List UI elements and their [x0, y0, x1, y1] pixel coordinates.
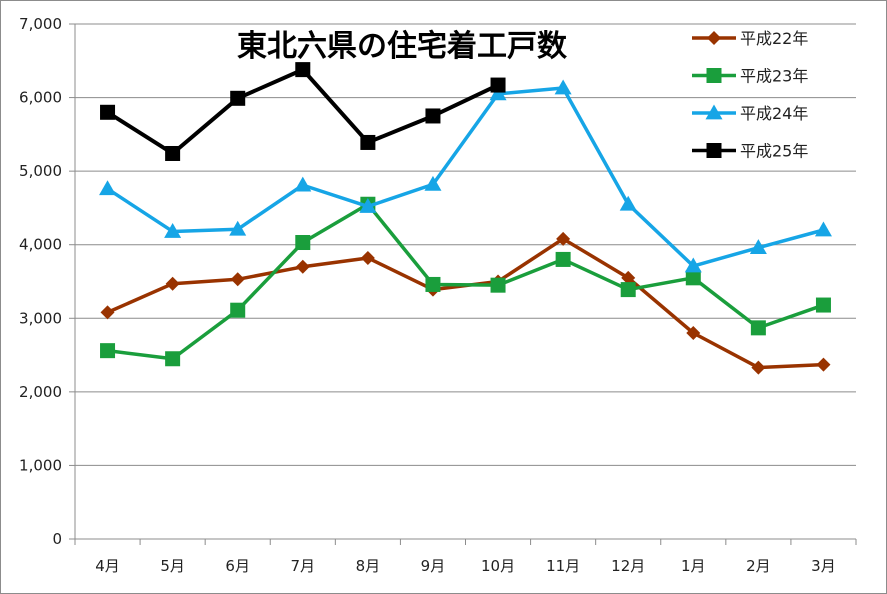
legend-label: 平成22年 — [740, 29, 808, 48]
data-point — [360, 134, 376, 150]
data-point — [100, 343, 116, 359]
legend-marker — [707, 31, 721, 45]
legend-marker — [706, 68, 722, 83]
data-point — [100, 305, 115, 320]
data-point — [99, 180, 117, 196]
y-tick-label: 7,000 — [19, 15, 62, 33]
y-tick-label: 3,000 — [19, 309, 62, 327]
data-point — [620, 282, 636, 298]
data-point — [230, 302, 246, 318]
data-point — [556, 231, 571, 246]
legend-label: 平成24年 — [740, 104, 808, 123]
legend-marker — [706, 143, 722, 158]
y-axis-ticks: 0 1,000 2,000 3,000 4,000 5,000 6,000 7,000 — [19, 15, 75, 548]
data-point — [295, 62, 311, 78]
series-2 — [100, 196, 831, 367]
legend-item: 平成24年 — [692, 104, 808, 123]
data-point — [165, 276, 180, 291]
data-point — [425, 108, 441, 124]
data-point — [295, 259, 310, 274]
data-point — [100, 104, 116, 120]
x-axis-ticks: 4月 5月 6月 7月 8月 9月 10月 11月 12月 1月 2月 3月 — [74, 539, 857, 575]
data-point — [165, 351, 181, 367]
data-point — [686, 326, 701, 340]
x-tick-label: 8月 — [356, 557, 381, 575]
series-group — [99, 62, 832, 375]
data-point — [164, 222, 182, 238]
data-point — [489, 85, 507, 101]
y-tick-label: 2,000 — [19, 383, 62, 401]
legend-label: 平成25年 — [740, 142, 808, 161]
data-point — [814, 221, 832, 237]
x-tick-label: 12月 — [611, 557, 645, 575]
y-tick-label: 6,000 — [19, 89, 62, 107]
x-tick-label: 10月 — [481, 557, 515, 575]
series-1 — [100, 231, 831, 375]
data-point — [750, 320, 766, 336]
legend-item: 平成25年 — [692, 142, 808, 161]
data-point — [229, 220, 247, 236]
x-tick-label: 3月 — [811, 557, 836, 575]
data-point — [619, 195, 637, 211]
x-tick-label: 9月 — [421, 557, 446, 575]
data-point — [751, 360, 766, 375]
chart-title: 東北六県の住宅着工戸数 — [237, 29, 568, 64]
legend-marker — [705, 104, 723, 120]
legend-item: 平成22年 — [692, 29, 808, 48]
data-point — [621, 270, 636, 285]
y-tick-label: 0 — [52, 530, 62, 548]
x-tick-label: 7月 — [291, 557, 316, 575]
data-point — [424, 175, 442, 191]
y-tick-label: 5,000 — [19, 162, 62, 180]
data-point — [230, 272, 245, 287]
x-tick-label: 2月 — [746, 557, 771, 575]
data-point — [230, 90, 246, 106]
data-point — [165, 145, 181, 161]
data-point — [816, 357, 831, 372]
y-tick-label: 4,000 — [19, 236, 62, 254]
x-tick-label: 4月 — [95, 557, 120, 575]
x-tick-label: 5月 — [160, 557, 185, 575]
data-point — [490, 277, 506, 293]
legend-item: 平成23年 — [692, 67, 808, 86]
data-point — [554, 79, 572, 95]
series-3 — [99, 79, 832, 273]
series-4 — [100, 62, 506, 161]
data-point — [490, 77, 506, 93]
data-point — [555, 251, 571, 267]
data-point — [295, 235, 311, 251]
series-line — [107, 202, 825, 361]
data-point — [749, 239, 767, 255]
data-point — [685, 270, 701, 286]
data-point — [425, 276, 441, 292]
x-tick-label: 1月 — [681, 557, 706, 575]
x-tick-label: 11月 — [546, 557, 580, 575]
legend-label: 平成23年 — [740, 67, 808, 86]
data-point — [360, 250, 375, 265]
data-point — [294, 176, 312, 192]
series-line — [106, 86, 824, 268]
x-tick-label: 6月 — [225, 557, 250, 575]
y-tick-label: 1,000 — [19, 456, 62, 474]
data-point — [359, 197, 377, 213]
data-point — [815, 297, 831, 313]
data-point — [684, 257, 702, 273]
